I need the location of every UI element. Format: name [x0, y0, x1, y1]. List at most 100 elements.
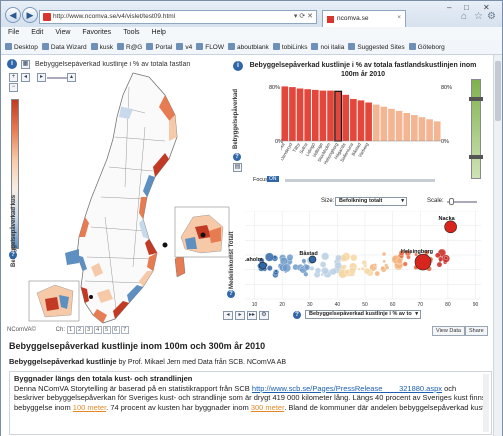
- scatter-chart[interactable]: 10 20 30 40 50 60 70 80 90 Laholm Båstad Helsingbor…: [245, 211, 481, 307]
- info-icon[interactable]: i: [7, 59, 17, 69]
- forward-button[interactable]: ▶: [22, 7, 38, 23]
- scatter-point[interactable]: [286, 254, 294, 261]
- x-axis-dropdown[interactable]: Bebyggelsepåverkad kustlinje i % av to ▾: [305, 310, 421, 319]
- menu-edit[interactable]: Edit: [31, 29, 44, 36]
- scale-slider-handle[interactable]: [449, 198, 454, 205]
- scatter-point-highlight[interactable]: [259, 261, 267, 270]
- bar[interactable]: [319, 90, 327, 141]
- scatter-point[interactable]: [438, 256, 444, 262]
- scatter-point[interactable]: [373, 263, 377, 267]
- favorite-item[interactable]: Suggested Sites: [348, 43, 405, 51]
- favorite-item[interactable]: FLOW: [196, 43, 224, 51]
- scatter-point[interactable]: [382, 259, 386, 263]
- range-slider-handle-top[interactable]: [469, 97, 483, 101]
- scatter-point[interactable]: [360, 267, 365, 271]
- menu-view[interactable]: View: [55, 29, 71, 36]
- share-button[interactable]: Share: [465, 326, 488, 336]
- bar-help-icon[interactable]: ?: [233, 153, 241, 161]
- scatter-point[interactable]: [282, 263, 291, 273]
- favorite-item[interactable]: noi italia: [311, 43, 344, 51]
- favorite-item[interactable]: Portal: [146, 43, 172, 51]
- maximize-icon[interactable]: □: [464, 3, 469, 12]
- zoom-slider-handle[interactable]: ▴: [67, 73, 76, 82]
- bar[interactable]: [365, 102, 372, 142]
- step-icon[interactable]: ▸▸: [247, 311, 257, 320]
- scatter-point[interactable]: [344, 269, 350, 276]
- favorite-item[interactable]: Göteborg: [408, 43, 445, 51]
- zoom-in-icon[interactable]: +: [9, 73, 18, 82]
- scatter-point[interactable]: [264, 252, 274, 262]
- scatter-point[interactable]: [373, 266, 377, 270]
- scatter-point[interactable]: [301, 258, 307, 264]
- scatter-point[interactable]: [350, 254, 358, 262]
- close-window-icon[interactable]: ✕: [483, 3, 490, 12]
- scatter-point[interactable]: [406, 254, 411, 260]
- bar[interactable]: [289, 87, 296, 141]
- bar-info-icon[interactable]: i: [233, 61, 243, 71]
- scatter-point[interactable]: [361, 260, 367, 266]
- favorite-item[interactable]: Data Wizard: [41, 43, 87, 51]
- scatter-point[interactable]: [357, 267, 361, 271]
- bar[interactable]: [327, 90, 334, 141]
- scatter-point[interactable]: [335, 254, 342, 262]
- scatter-point-highlight[interactable]: [444, 220, 457, 234]
- gear-icon[interactable]: ⚙: [487, 11, 496, 22]
- bar[interactable]: [296, 88, 304, 142]
- zoom-slider[interactable]: [47, 77, 73, 79]
- map-tool-icon[interactable]: ▦: [21, 60, 30, 69]
- bar[interactable]: [395, 110, 403, 141]
- bar[interactable]: [403, 113, 411, 141]
- scatter-point[interactable]: [334, 262, 342, 270]
- sort-icon[interactable]: ▤: [233, 163, 242, 172]
- scatter-point[interactable]: [266, 265, 273, 271]
- favorite-item[interactable]: tobiLinks: [272, 43, 307, 51]
- minimize-icon[interactable]: –: [447, 3, 452, 12]
- favorite-item[interactable]: aboutblank: [228, 43, 269, 51]
- scatter-point-highlight[interactable]: [414, 253, 432, 271]
- bar[interactable]: [372, 104, 380, 141]
- scb-link[interactable]: http://www.scb.se/Pages/PressRelease____…: [251, 383, 443, 393]
- scatter-point[interactable]: [304, 264, 311, 271]
- bar[interactable]: [311, 89, 319, 141]
- legend-help-icon[interactable]: ?: [9, 251, 17, 259]
- text-scrollbar[interactable]: [483, 374, 489, 432]
- menu-favorites[interactable]: Favorites: [82, 29, 112, 36]
- zoom-out-icon[interactable]: −: [9, 83, 18, 92]
- menu-tools[interactable]: Tools: [123, 29, 140, 36]
- scatter-point[interactable]: [329, 268, 337, 276]
- scatter-point[interactable]: [315, 267, 322, 274]
- scatter-point[interactable]: [349, 267, 356, 275]
- home-icon[interactable]: ⌂: [461, 11, 468, 22]
- bar[interactable]: [342, 94, 350, 141]
- scatter-point[interactable]: [319, 261, 327, 268]
- scatter-point[interactable]: [303, 271, 309, 277]
- play-back-icon[interactable]: ◂: [223, 311, 233, 320]
- favorite-item[interactable]: R@G: [117, 43, 142, 51]
- play-icon[interactable]: ▸: [235, 311, 245, 320]
- page-scrollbar[interactable]: [493, 55, 502, 436]
- bar[interactable]: [426, 119, 433, 141]
- scatter-point[interactable]: [321, 252, 330, 261]
- favorite-item[interactable]: Desktop: [5, 43, 38, 51]
- scale-slider[interactable]: [447, 201, 477, 203]
- bar[interactable]: [281, 86, 289, 141]
- tab-close-icon[interactable]: ×: [397, 14, 401, 21]
- scatter-point[interactable]: [381, 251, 387, 257]
- star-icon[interactable]: ☆: [474, 11, 483, 22]
- favorite-item[interactable]: kusk: [90, 43, 113, 51]
- scatter-point[interactable]: [321, 267, 329, 275]
- scatter-point[interactable]: [274, 269, 279, 273]
- focus-toggle[interactable]: ON: [267, 176, 279, 182]
- page-button-4[interactable]: 4: [93, 326, 102, 334]
- link-300m[interactable]: 300 meter: [250, 402, 285, 412]
- menu-file[interactable]: File: [8, 29, 20, 36]
- scatter-point[interactable]: [414, 252, 418, 257]
- scatter-point[interactable]: [385, 265, 390, 270]
- x-help-icon[interactable]: ?: [293, 311, 301, 319]
- scatter-point[interactable]: [435, 252, 441, 258]
- scatter-point[interactable]: [444, 256, 448, 260]
- bar[interactable]: [380, 106, 388, 141]
- page-button-3[interactable]: 3: [84, 326, 93, 334]
- range-slider-handle-bottom[interactable]: [469, 155, 483, 159]
- y-help-icon[interactable]: ?: [227, 290, 235, 298]
